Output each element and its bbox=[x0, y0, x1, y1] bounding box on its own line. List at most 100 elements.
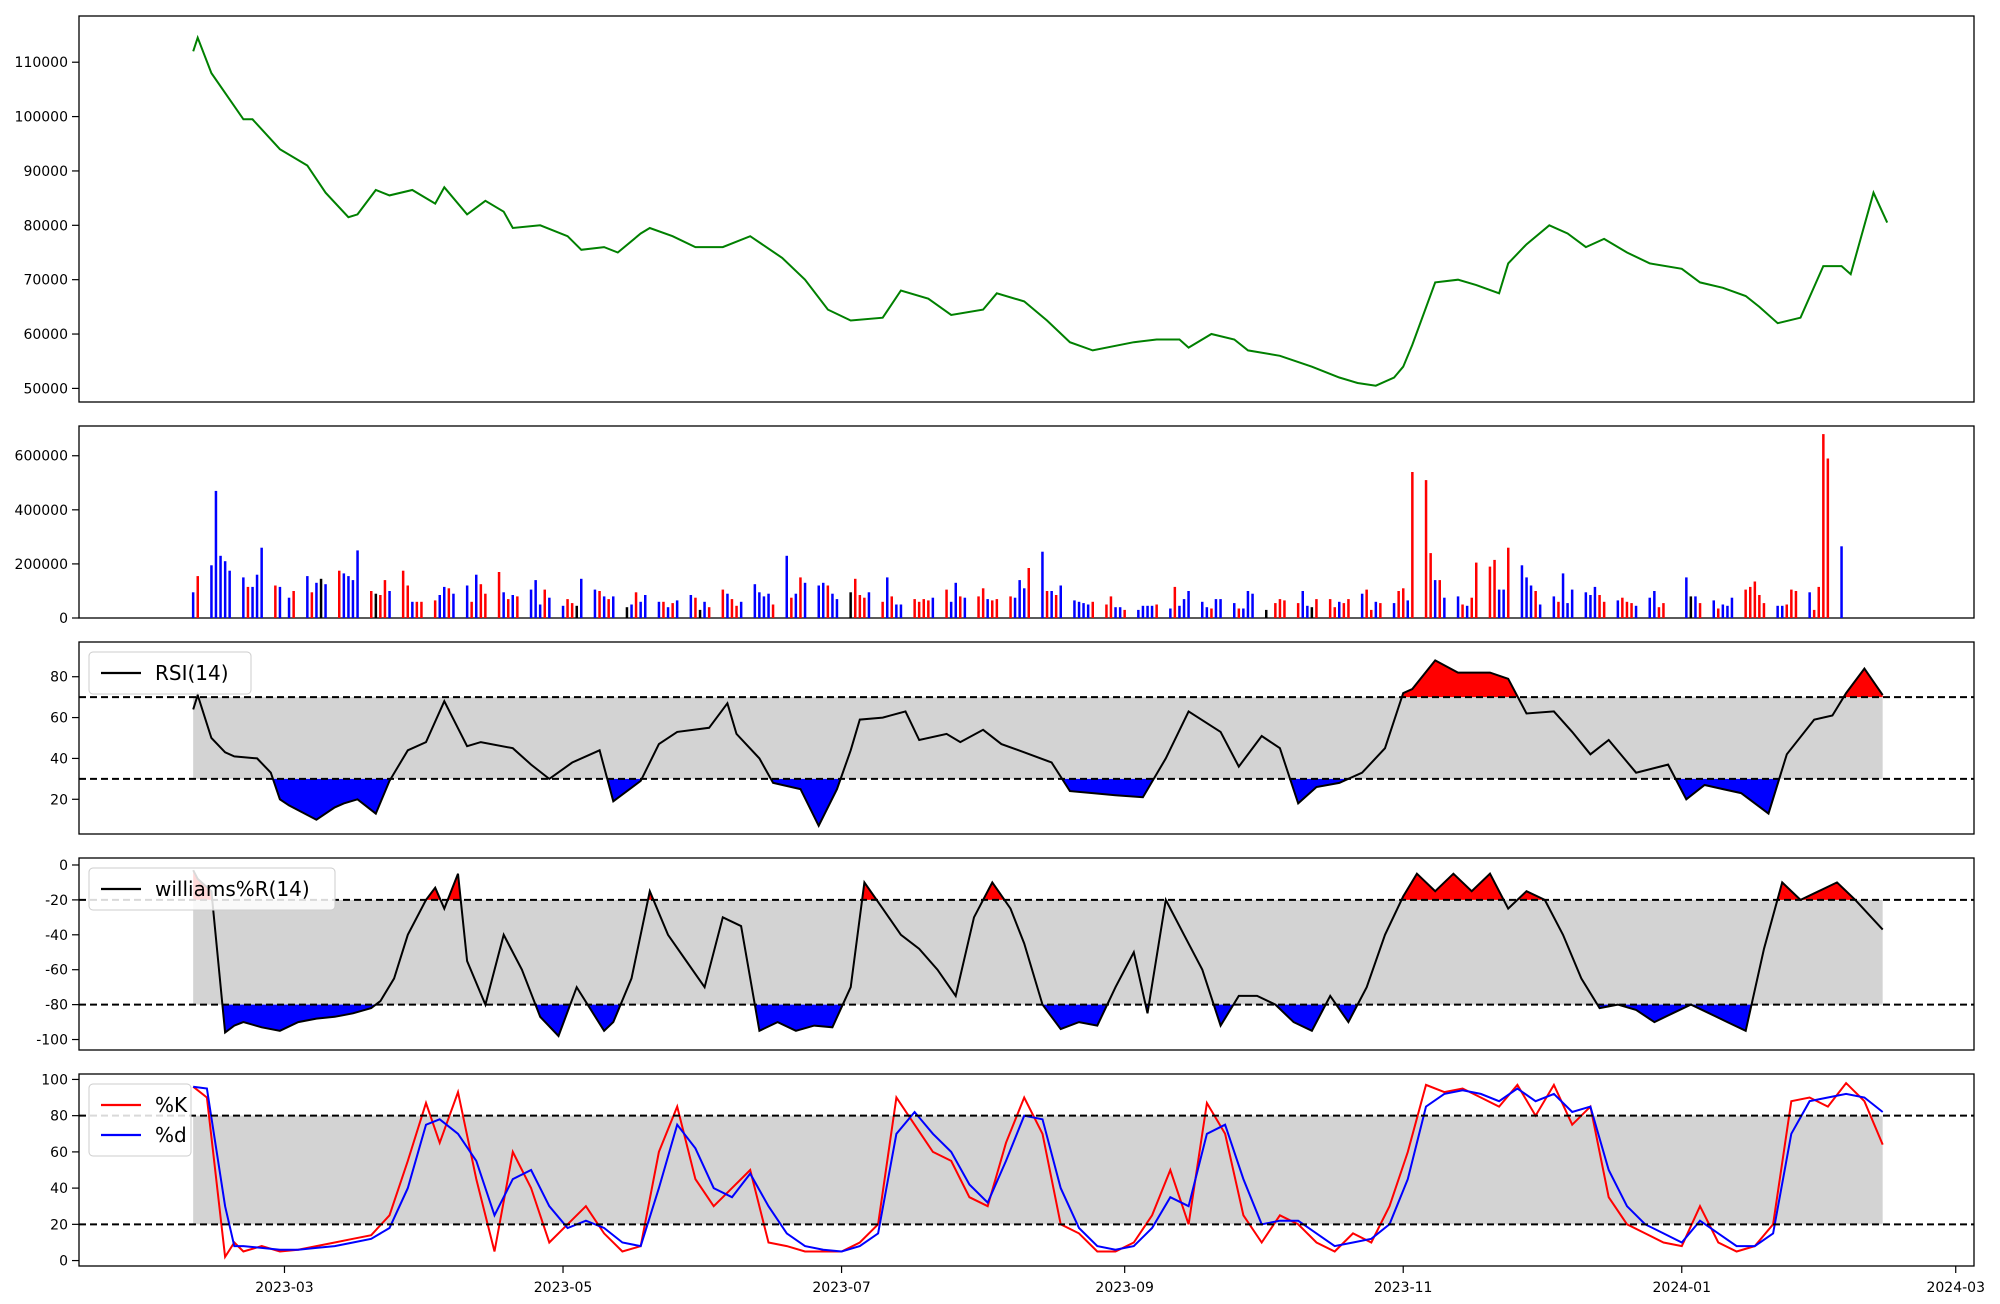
volume-bar bbox=[863, 597, 866, 618]
price-ytick-label: 110000 bbox=[15, 55, 68, 71]
volume-bar bbox=[1310, 607, 1314, 618]
volume-bar bbox=[1785, 604, 1788, 618]
volume-bar bbox=[1315, 599, 1318, 618]
volume-bar bbox=[1155, 604, 1158, 618]
volume-bar bbox=[1379, 603, 1382, 618]
volume-bar bbox=[465, 585, 469, 618]
stochastic-legend-box bbox=[88, 1083, 192, 1157]
volume-bar bbox=[995, 599, 999, 618]
volume-bar bbox=[1178, 605, 1181, 618]
volume-bar bbox=[671, 603, 674, 618]
volume-bar bbox=[867, 592, 871, 618]
volume-bar bbox=[1370, 609, 1373, 618]
volume-bar bbox=[438, 595, 441, 618]
volume-bar bbox=[1726, 605, 1729, 618]
price-panel-frame bbox=[78, 15, 1975, 403]
rsi-ytick-label: 20 bbox=[50, 792, 68, 808]
volume-bar bbox=[401, 570, 405, 618]
volume-bar bbox=[703, 601, 706, 618]
volume-bar bbox=[1429, 553, 1432, 618]
x-tick-label: 2024-03 bbox=[1926, 1280, 1985, 1296]
williams-overbought-fill bbox=[1401, 873, 1504, 900]
williams-ytick-label: -20 bbox=[45, 893, 68, 909]
volume-bar bbox=[785, 555, 788, 618]
volume-bar bbox=[1443, 597, 1446, 618]
volume-bar bbox=[1712, 600, 1715, 618]
x-tick-label: 2023-09 bbox=[1095, 1280, 1154, 1296]
rsi-oversold-fill bbox=[607, 778, 642, 802]
volume-bar bbox=[799, 577, 802, 618]
volume-bar bbox=[1776, 605, 1779, 618]
volume-bar bbox=[1205, 607, 1209, 618]
volume-bar bbox=[497, 572, 501, 618]
volume-bar bbox=[1822, 434, 1825, 618]
volume-bar bbox=[1589, 595, 1592, 618]
x-tick-label: 2023-03 bbox=[255, 1280, 314, 1296]
volume-bar bbox=[319, 578, 323, 618]
volume-bar bbox=[922, 599, 925, 618]
volume-bar bbox=[977, 596, 980, 618]
volume-bar bbox=[602, 596, 606, 618]
volume-bar bbox=[575, 605, 578, 618]
rsi-ytick-label: 40 bbox=[50, 751, 68, 767]
volume-bar bbox=[228, 570, 231, 618]
volume-bar bbox=[566, 599, 569, 618]
volume-bar bbox=[959, 596, 962, 618]
volume-bar bbox=[662, 601, 665, 618]
volume-bar bbox=[1333, 607, 1336, 618]
volume-bar bbox=[963, 597, 967, 618]
volume-bar bbox=[1433, 580, 1437, 618]
volume-bar bbox=[1502, 589, 1505, 618]
williams-oversold-fill bbox=[1597, 1004, 1752, 1031]
stochastic-k-line bbox=[192, 1081, 1884, 1260]
volume-panel-frame bbox=[78, 425, 1975, 619]
volume-bar bbox=[1328, 599, 1332, 618]
volume-bar bbox=[790, 597, 793, 618]
volume-bar bbox=[383, 580, 387, 618]
volume-bar bbox=[753, 584, 757, 618]
volume-bar bbox=[666, 607, 670, 618]
stochastic-legend-label: %K bbox=[155, 1093, 188, 1117]
volume-bar bbox=[420, 601, 423, 618]
volume-bar bbox=[251, 586, 254, 618]
williams-legend-box bbox=[88, 867, 336, 911]
volume-bar bbox=[1762, 603, 1766, 618]
volume-bar bbox=[822, 582, 825, 618]
volume-bar bbox=[689, 595, 693, 618]
stochastic-d-line bbox=[193, 1085, 1884, 1253]
volume-bar bbox=[881, 601, 884, 618]
williams-oversold-fill bbox=[587, 1004, 621, 1031]
volume-bar bbox=[1141, 605, 1145, 618]
volume-bar bbox=[758, 592, 761, 618]
price-ytick-label: 50000 bbox=[23, 381, 68, 397]
rsi-oversold-fill bbox=[272, 778, 391, 820]
volume-bar bbox=[351, 580, 355, 618]
volume-bar bbox=[1411, 472, 1414, 618]
volume-bar bbox=[1251, 593, 1254, 618]
volume-bar bbox=[287, 597, 291, 618]
volume-bar bbox=[219, 555, 222, 618]
volume-bar bbox=[730, 599, 734, 618]
volume-bar bbox=[1283, 600, 1286, 618]
volume-bar bbox=[1018, 580, 1021, 618]
volume-bar bbox=[630, 604, 633, 618]
williams-ytick-label: 0 bbox=[59, 858, 68, 874]
volume-bar bbox=[1201, 601, 1204, 618]
volume-bar bbox=[1552, 596, 1556, 618]
rsi-oversold-fill bbox=[770, 778, 841, 826]
volume-bar bbox=[913, 599, 916, 618]
volume-bar bbox=[1237, 608, 1241, 618]
volume-bar bbox=[1570, 589, 1574, 618]
volume-bar bbox=[411, 601, 414, 618]
volume-bar bbox=[561, 605, 565, 618]
volume-bar bbox=[1246, 591, 1250, 618]
volume-bar bbox=[306, 576, 309, 618]
rsi-overbought-fill bbox=[1843, 668, 1883, 698]
volume-bar bbox=[1009, 596, 1012, 618]
price-ytick-label: 60000 bbox=[23, 327, 68, 343]
volume-bar bbox=[1041, 551, 1044, 618]
stochastic-ytick-label: 80 bbox=[50, 1109, 68, 1125]
volume-bar bbox=[1497, 589, 1501, 618]
volume-bar bbox=[1278, 599, 1282, 618]
volume-bar bbox=[1274, 603, 1277, 618]
